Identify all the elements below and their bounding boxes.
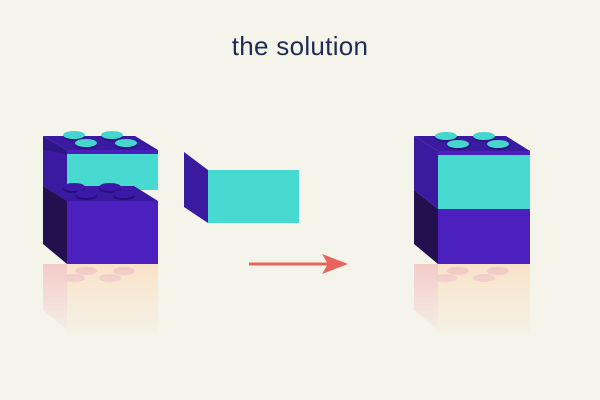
loose-piece-front <box>208 170 299 223</box>
right-reflection <box>414 264 530 334</box>
left-upper-front-teal <box>67 154 158 190</box>
left-inner-studs <box>63 183 135 200</box>
right-upper-front-teal <box>438 155 530 209</box>
left-lower-side-face <box>43 186 67 264</box>
left-upper-studs <box>63 131 137 149</box>
right-upper-side <box>414 136 438 209</box>
diagram-title: the solution <box>231 31 369 61</box>
right-top-studs <box>435 132 509 150</box>
right-lower-side <box>414 190 438 264</box>
left-lower-front-face <box>67 201 158 264</box>
right-brick-stack-icon <box>414 132 530 264</box>
right-lower-front <box>438 209 530 264</box>
left-brick-stack-icon <box>43 131 158 264</box>
right-arrow-icon <box>249 254 348 274</box>
loose-teal-piece-icon <box>184 152 299 223</box>
left-reflection <box>43 264 158 334</box>
left-upper-front-strip <box>67 150 158 154</box>
right-upper-strip <box>438 151 530 155</box>
loose-piece-side <box>184 152 208 223</box>
